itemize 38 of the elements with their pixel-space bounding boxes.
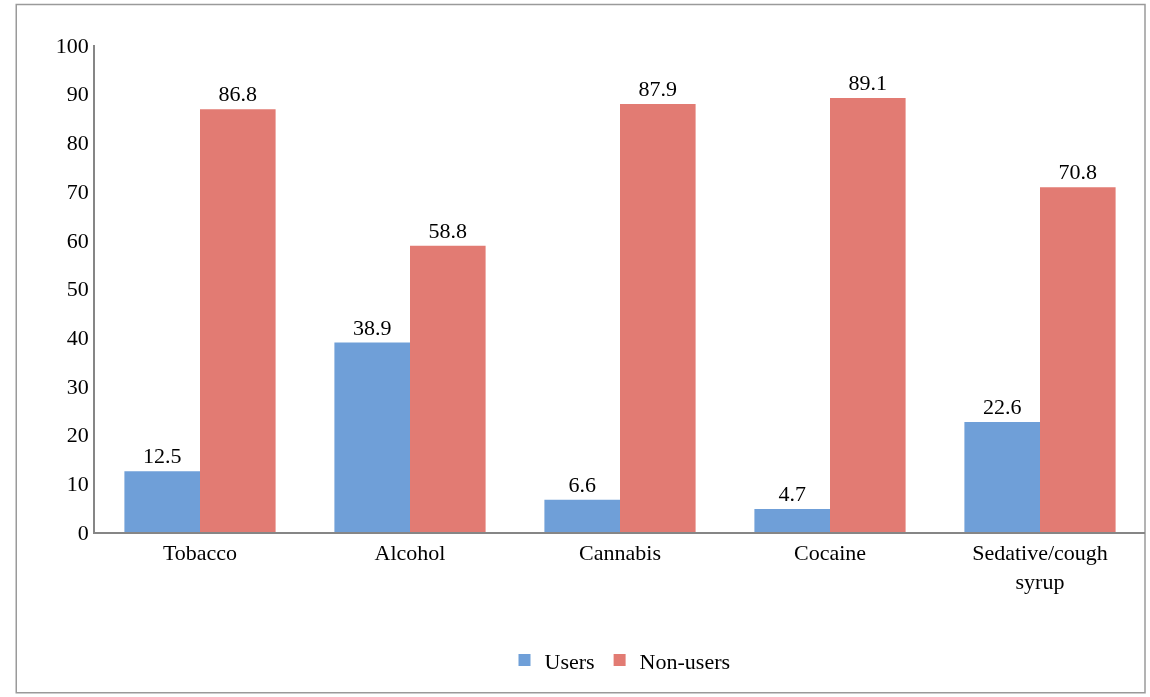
bar [544,499,620,532]
data-label: 87.9 [638,75,678,101]
y-tick-label: 100 [55,32,89,58]
legend-label: Non-users [639,648,731,674]
bar [620,103,696,532]
bar [334,342,410,532]
y-tick-label: 90 [66,81,89,107]
bar [124,471,200,532]
y-tick-label: 40 [66,324,89,350]
y-tick-label: 30 [66,373,89,399]
data-label: 4.7 [778,481,806,507]
bar [1040,187,1116,532]
data-label: 86.8 [218,81,258,107]
y-tick-label: 50 [66,276,89,302]
data-label: 6.6 [568,471,596,497]
bar [830,98,906,532]
y-tick-label: 60 [66,227,89,253]
y-tick-label: 80 [66,130,89,156]
data-label: 70.8 [1058,159,1098,185]
x-tick-label: Alcohol [374,540,446,566]
data-label: 12.5 [142,443,182,469]
x-tick-label: Tobacco [162,540,238,566]
bar [200,109,276,532]
x-tick-label: Sedative/cough syrup [972,540,1108,594]
x-tick-label: Cannabis [579,540,661,566]
y-tick-label: 20 [66,422,89,448]
data-label: 38.9 [352,314,392,340]
y-tick-label: 0 [77,519,89,545]
x-tick-label: Cocaine [793,540,867,566]
data-label: 58.8 [428,217,468,243]
data-label: 89.1 [848,70,888,96]
y-tick-label: 10 [66,471,89,496]
bar [754,509,830,532]
bar [964,421,1040,532]
legend-label: Users [544,648,595,674]
data-label: 22.6 [982,393,1022,419]
bar [410,245,486,532]
y-tick-label: 70 [66,178,89,204]
